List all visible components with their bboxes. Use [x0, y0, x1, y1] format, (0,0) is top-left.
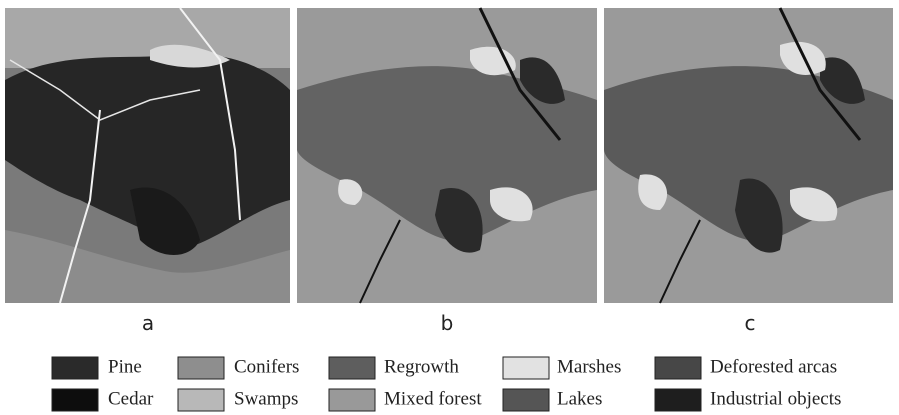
legend-swatch	[503, 389, 549, 411]
legend-label: Pine	[108, 356, 142, 377]
legend-label: Mixed forest	[384, 388, 482, 409]
panel-a-image	[5, 8, 290, 303]
panel-label: c	[745, 311, 756, 335]
legend-label: Lakes	[557, 388, 602, 409]
legend-swatch	[52, 389, 98, 411]
panel-label: b	[441, 311, 454, 335]
legend-label: Marshes	[557, 356, 621, 377]
legend-swatch	[329, 357, 375, 379]
legend-swatch	[178, 357, 224, 379]
legend-label: Industrial objects	[710, 388, 841, 409]
legend-swatch	[503, 357, 549, 379]
legend-swatch	[52, 357, 98, 379]
panel-c-image	[604, 8, 893, 303]
panel-b-image	[297, 8, 597, 303]
figure: a b c Pine Conifers Regrowth Marshes Def…	[0, 0, 899, 415]
legend-label: Cedar	[108, 388, 154, 409]
legend-swatch	[655, 357, 701, 379]
legend: Pine Conifers Regrowth Marshes Deforeste…	[52, 356, 841, 411]
legend-swatch	[178, 389, 224, 411]
legend-label: Deforested arcas	[710, 356, 837, 377]
legend-label: Regrowth	[384, 356, 459, 377]
legend-label: Swamps	[234, 388, 298, 409]
legend-swatch	[655, 389, 701, 411]
legend-label: Conifers	[234, 356, 299, 377]
legend-swatch	[329, 389, 375, 411]
panel-label: a	[142, 311, 154, 335]
